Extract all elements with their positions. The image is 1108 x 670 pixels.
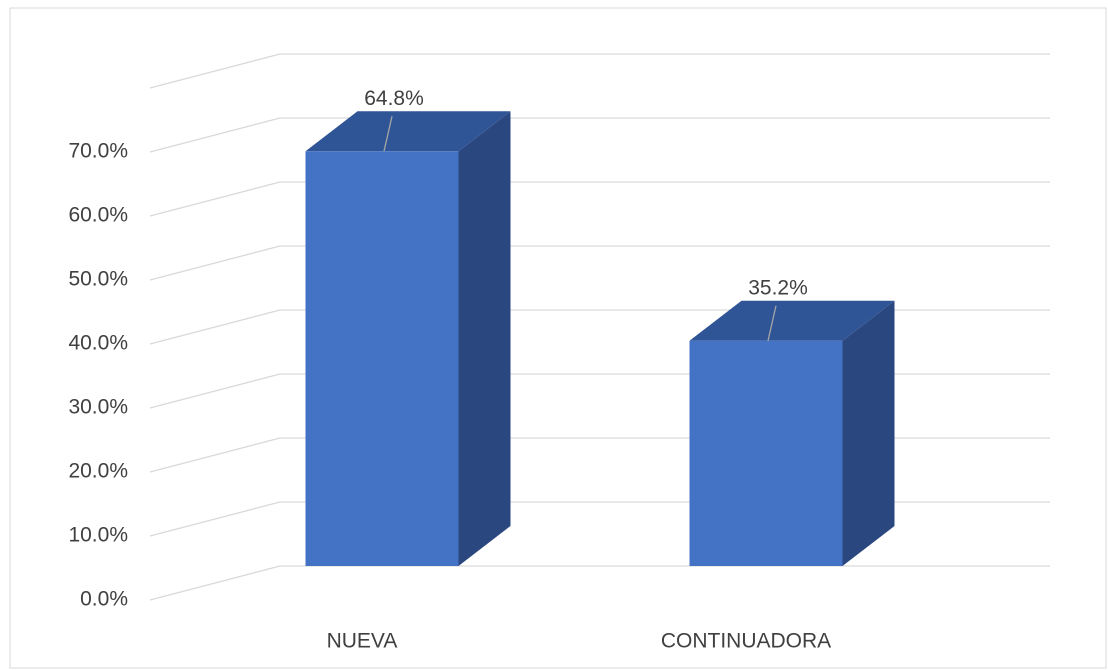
grid-line bbox=[149, 245, 1050, 281]
grid-line bbox=[149, 117, 1050, 153]
x-tick-label: CONTINUADORA bbox=[661, 630, 831, 653]
y-tick-label: 30.0% bbox=[68, 396, 128, 419]
bar-top bbox=[305, 111, 511, 152]
y-tick-label: 70.0% bbox=[68, 140, 128, 163]
y-tick-label: 50.0% bbox=[68, 268, 128, 291]
leader-line bbox=[767, 305, 777, 341]
x-tick-label: NUEVA bbox=[327, 630, 398, 653]
bar bbox=[305, 151, 459, 566]
grid-line bbox=[149, 181, 1050, 217]
y-tick-label: 10.0% bbox=[68, 524, 128, 547]
bar-top bbox=[689, 300, 895, 341]
data-label: 64.8% bbox=[364, 87, 424, 110]
bar bbox=[689, 340, 843, 566]
data-label: 35.2% bbox=[748, 276, 808, 299]
y-tick-label: 20.0% bbox=[68, 460, 128, 483]
y-tick-label: 40.0% bbox=[68, 332, 128, 355]
y-tick-label: 0.0% bbox=[80, 588, 128, 611]
y-tick-label: 60.0% bbox=[68, 204, 128, 227]
leader-line bbox=[383, 116, 393, 152]
bar-side bbox=[842, 300, 895, 566]
grid-line bbox=[149, 53, 1050, 89]
bar-side bbox=[458, 111, 511, 566]
